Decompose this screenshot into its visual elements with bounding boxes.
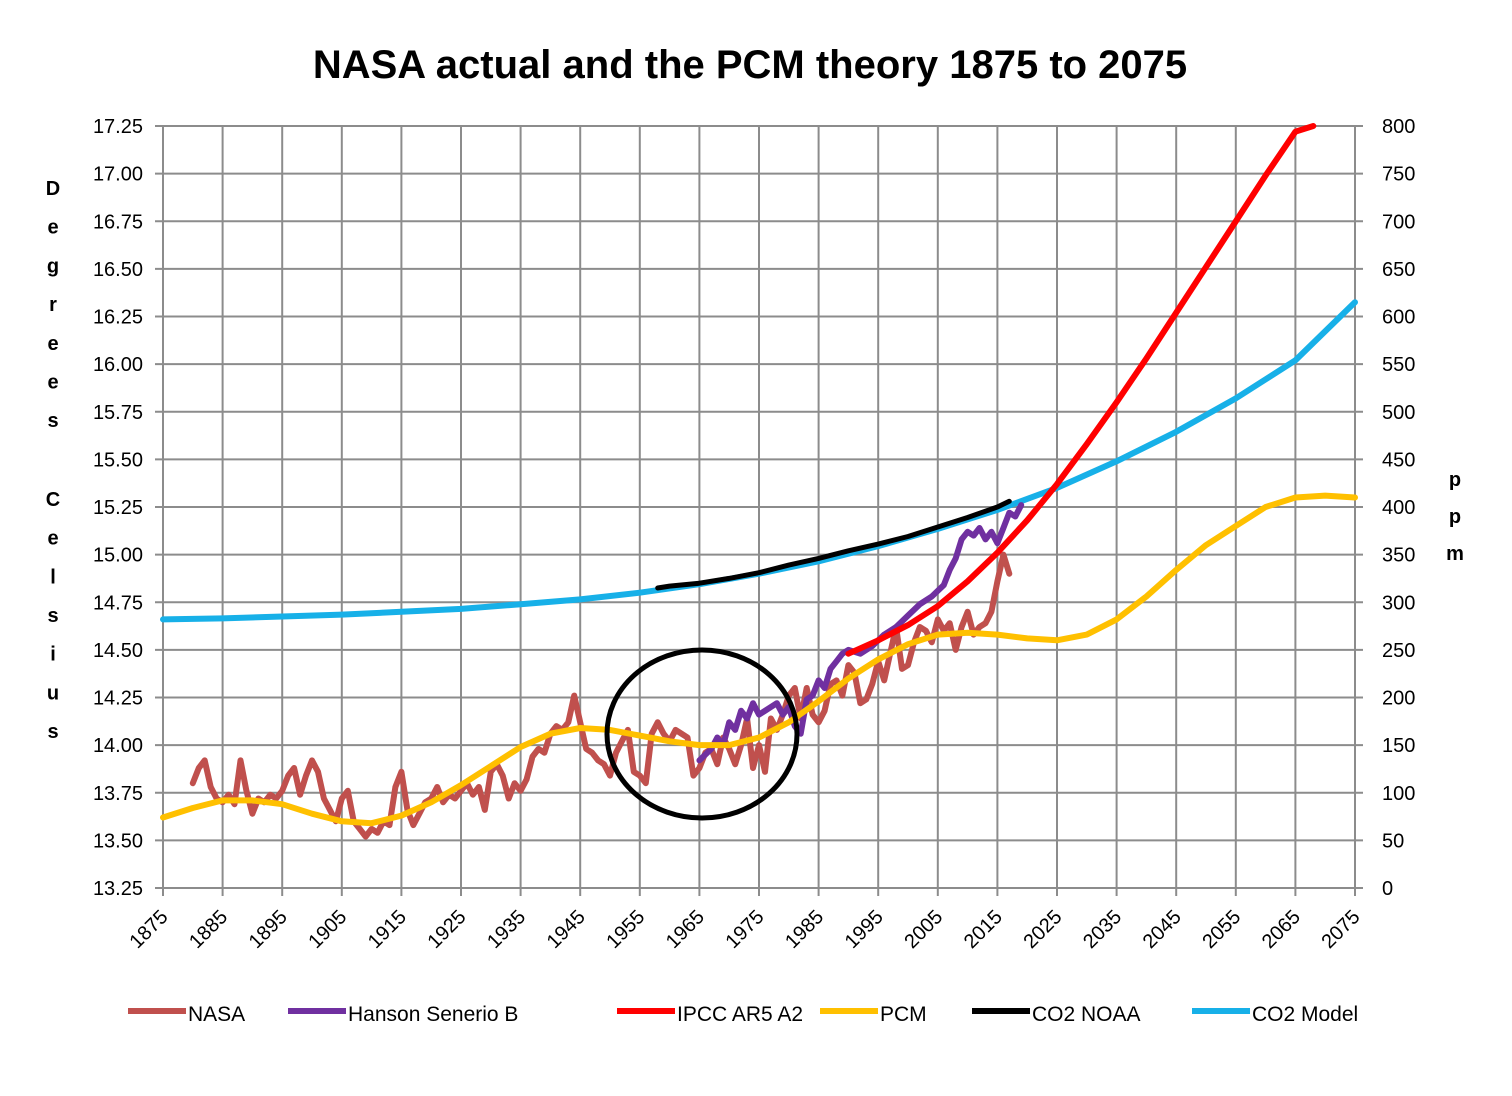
legend-label: IPCC AR5 A2 <box>677 1003 803 1026</box>
left-axis-label-letter: r <box>49 294 57 316</box>
x-tick-label: 2045 <box>1139 906 1186 953</box>
highlight-circle <box>604 647 800 821</box>
x-tick-label: 2025 <box>1020 906 1067 953</box>
y-right-tick-label: 650 <box>1382 259 1415 281</box>
y-right-tick-label: 150 <box>1382 735 1415 757</box>
y-left-tick-label: 13.75 <box>93 783 143 805</box>
series-line-co2-noaa <box>655 498 1012 591</box>
x-tick-label: 1905 <box>304 906 351 953</box>
x-tick-label: 1945 <box>543 906 590 953</box>
x-tick-label: 1875 <box>126 906 173 953</box>
y-right-tick-label: 50 <box>1382 830 1404 852</box>
legend-label: CO2 NOAA <box>1032 1003 1141 1026</box>
left-axis-label-letter: i <box>50 644 56 666</box>
x-ticks: 1875 1885 1895 1905 1915 1925 1935 1945 1955 1965… <box>126 906 1365 953</box>
y-left-tick-label: 16.25 <box>93 307 143 329</box>
y-left-tick-label: 14.00 <box>93 735 143 757</box>
y-left-tick-label: 14.25 <box>93 688 143 710</box>
x-tick-label: 1975 <box>722 906 769 953</box>
x-tick-label: 1885 <box>185 906 232 953</box>
right-axis-label: ppm <box>1446 469 1464 565</box>
y-left-tick-label: 17.25 <box>93 116 143 138</box>
right-axis-label-letter: m <box>1446 543 1464 565</box>
chart-title: NASA actual and the PCM theory 1875 to 2… <box>313 43 1187 87</box>
y-right-tick-label: 300 <box>1382 592 1415 614</box>
left-axis-label-letter: C <box>46 489 60 511</box>
right-axis-label-letter: p <box>1449 506 1461 528</box>
y-left-tick-label: 15.00 <box>93 545 143 567</box>
x-tick-label: 1915 <box>364 906 411 953</box>
right-y-ticks: 8007507006506005505004504003503002502001… <box>1382 116 1415 900</box>
legend-label: Hanson Senerio B <box>348 1003 518 1026</box>
y-left-tick-label: 13.50 <box>93 830 143 852</box>
left-axis-label-letter: u <box>47 682 59 704</box>
x-tick-label: 2005 <box>900 906 947 953</box>
left-axis-label-letter: e <box>47 372 58 394</box>
y-right-tick-label: 500 <box>1382 402 1415 424</box>
x-tick-label: 2075 <box>1318 906 1365 953</box>
x-tick-label: 2015 <box>960 906 1007 953</box>
y-left-tick-label: 14.75 <box>93 592 143 614</box>
y-right-tick-label: 750 <box>1382 164 1415 186</box>
x-tick-label: 1955 <box>602 906 649 953</box>
y-left-tick-label: 15.50 <box>93 449 143 471</box>
y-left-tick-label: 16.75 <box>93 211 143 233</box>
y-left-tick-label: 15.25 <box>93 497 143 519</box>
legend-label: NASA <box>188 1003 245 1026</box>
left-axis-label-letter: g <box>47 255 59 277</box>
y-right-tick-label: 100 <box>1382 783 1415 805</box>
y-right-tick-label: 350 <box>1382 545 1415 567</box>
y-left-tick-label: 16.00 <box>93 354 143 376</box>
y-right-tick-label: 450 <box>1382 449 1415 471</box>
x-tick-label: 1985 <box>781 906 828 953</box>
series-line-hanson-senerio-b <box>696 502 1025 764</box>
right-axis-label-letter: p <box>1449 469 1461 491</box>
series-line-pcm <box>160 492 1358 827</box>
y-left-tick-label: 14.50 <box>93 640 143 662</box>
left-axis-label-letter: e <box>47 333 58 355</box>
left-axis-label-letter: e <box>47 217 58 239</box>
y-right-tick-label: 550 <box>1382 354 1415 376</box>
y-left-tick-label: 13.25 <box>93 878 143 900</box>
x-tick-label: 1895 <box>245 906 292 953</box>
left-y-ticks: 17.25 17.00 16.75 16.50 16.25 16.00 15.75 15.50… <box>93 116 143 900</box>
left-axis-label-letter: D <box>46 178 60 200</box>
x-tick-label: 2055 <box>1198 906 1245 953</box>
y-right-tick-label: 200 <box>1382 688 1415 710</box>
y-right-tick-label: 600 <box>1382 307 1415 329</box>
y-right-tick-label: 400 <box>1382 497 1415 519</box>
x-tick-label: 2065 <box>1258 906 1305 953</box>
series-line-nasa <box>189 551 1013 840</box>
gridlines <box>155 125 1363 896</box>
series-line-ipcc-ar5-a2 <box>845 123 1317 657</box>
y-left-tick-label: 17.00 <box>93 164 143 186</box>
x-tick-label: 1925 <box>424 906 471 953</box>
y-left-tick-label: 15.75 <box>93 402 143 424</box>
x-tick-label: 1965 <box>662 906 709 953</box>
legend: NASA Hanson Senerio B IPCC AR5 A2 PCM CO2 NO… <box>128 1003 1358 1026</box>
legend-label: CO2 Model <box>1252 1003 1358 1026</box>
left-axis-label-letter: s <box>47 721 58 743</box>
x-tick-label: 1995 <box>841 906 888 953</box>
y-right-tick-label: 800 <box>1382 116 1415 138</box>
x-tick-label: 2035 <box>1079 906 1126 953</box>
x-tick-label: 1935 <box>483 906 530 953</box>
left-axis-label-letter: s <box>47 605 58 627</box>
y-right-tick-label: 0 <box>1382 878 1393 900</box>
series-group <box>160 123 1358 840</box>
y-right-tick-label: 250 <box>1382 640 1415 662</box>
left-axis-label-letter: e <box>47 528 58 550</box>
left-axis-label-letter: l <box>50 566 56 588</box>
y-right-tick-label: 700 <box>1382 211 1415 233</box>
y-left-tick-label: 16.50 <box>93 259 143 281</box>
legend-label: PCM <box>880 1003 927 1026</box>
left-axis-label-letter: s <box>47 410 58 432</box>
